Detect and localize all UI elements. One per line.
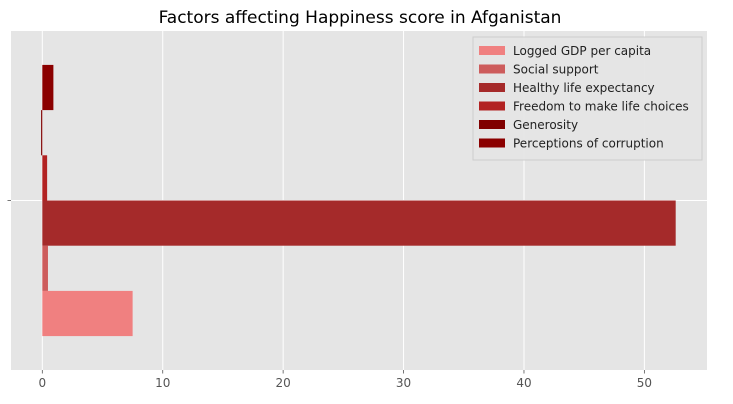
bar-perceptions-of-corruption (42, 64, 54, 111)
x-tick-label: 50 (637, 376, 652, 390)
legend-swatch-freedom-to-make-life-choices (479, 101, 505, 111)
legend: Logged GDP per capita Social support Healt… (472, 36, 703, 161)
legend-label-healthy-life-expectancy: Healthy life expectancy (513, 81, 655, 95)
x-axis-ticks: 0 10 20 30 40 50 (38, 370, 652, 390)
legend-label-freedom-to-make-life-choices: Freedom to make life choices (513, 100, 689, 114)
legend-swatch-perceptions-of-corruption (479, 138, 505, 148)
legend-label-social-support: Social support (513, 63, 599, 77)
bar-logged-gdp-per-capita (42, 290, 133, 337)
x-tick-label: 40 (516, 376, 531, 390)
x-tick-label: 30 (396, 376, 411, 390)
x-tick-label: 20 (275, 376, 290, 390)
legend-swatch-logged-gdp-per-capita (479, 46, 505, 55)
legend-swatch-healthy-life-expectancy (479, 83, 505, 92)
legend-swatch-generosity (479, 120, 505, 129)
bar-social-support (42, 245, 48, 291)
x-tick-label: 0 (38, 376, 46, 390)
chart-title: Factors affecting Happiness score in Afg… (159, 8, 562, 28)
legend-swatch-social-support (479, 64, 505, 74)
legend-label-logged-gdp-per-capita: Logged GDP per capita (513, 44, 651, 58)
x-tick-label: 10 (155, 376, 170, 390)
legend-label-generosity: Generosity (513, 118, 578, 132)
legend-label-perceptions-of-corruption: Perceptions of corruption (513, 137, 664, 151)
bars (41, 64, 676, 337)
bar-healthy-life-expectancy (42, 200, 676, 246)
bar-freedom-to-make-life-choices (42, 155, 48, 201)
legend-frame (472, 36, 703, 161)
bar-generosity (41, 110, 43, 156)
